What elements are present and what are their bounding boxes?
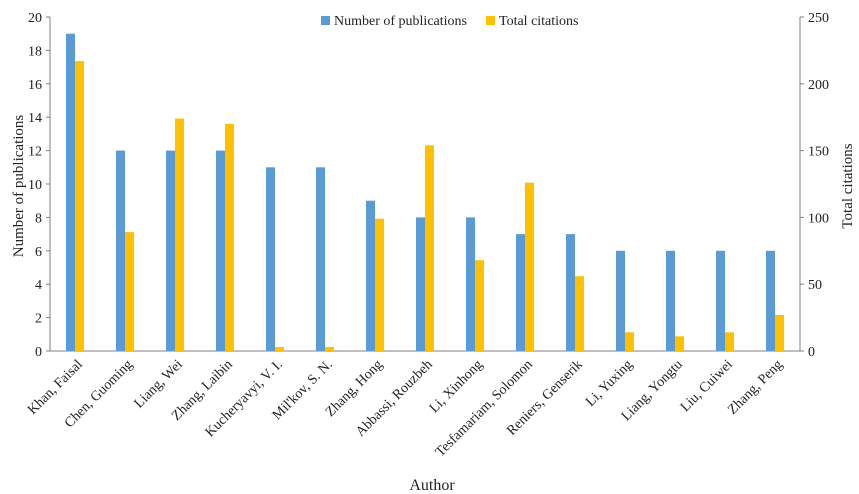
bar-publications (766, 250, 775, 351)
bars (66, 33, 784, 351)
y2-tick-label: 100 (808, 211, 829, 226)
bar-publications (566, 234, 575, 351)
y-tick-label: 2 (35, 312, 42, 327)
bar-publications (216, 150, 225, 351)
bar-citations (575, 276, 584, 351)
bar-publications (516, 234, 525, 351)
bar-citations (375, 218, 384, 351)
bar-citations (775, 314, 784, 351)
y2-tick-label: 0 (808, 345, 815, 360)
y-tick-label: 4 (35, 278, 42, 293)
y-tick-label: 20 (28, 11, 42, 26)
bar-publications (266, 167, 275, 351)
bar-publications (616, 250, 625, 351)
bar-publications (166, 150, 175, 351)
x-tick-label: Liang, Wei (132, 357, 186, 411)
bar-citations (125, 232, 134, 351)
y-tick-label: 6 (35, 245, 42, 260)
bar-publications (666, 250, 675, 351)
x-tick-label: Tesfamariam, Solomon (433, 357, 536, 460)
y-tick-label: 12 (28, 145, 42, 160)
y-tick-label: 10 (28, 178, 42, 193)
y2-tick-label: 50 (808, 278, 822, 293)
y2-tick-label: 200 (808, 78, 829, 93)
bar-citations (75, 61, 84, 351)
bar-citations (675, 336, 684, 351)
bar-citations (725, 332, 734, 351)
y-axis-title: Number of publications (11, 115, 27, 258)
y2-tick-label: 250 (808, 11, 829, 26)
bar-publications (416, 217, 425, 351)
legend-swatch-citations (486, 16, 495, 25)
bar-citations (425, 145, 434, 351)
y-tick-label: 0 (35, 345, 42, 360)
y-tick-label: 14 (28, 111, 42, 126)
legend: Number of publications Total citations (321, 14, 579, 29)
bar-citations (525, 182, 534, 351)
bar-citations (625, 332, 634, 351)
y-tick-label: 18 (28, 44, 42, 59)
bar-publications (716, 250, 725, 351)
bar-publications (366, 200, 375, 351)
bar-citations (175, 118, 184, 351)
bar-citations (325, 346, 334, 351)
legend-label-publications: Number of publications (334, 14, 467, 29)
y2-tick-label: 150 (808, 145, 829, 160)
bar-citations (225, 123, 234, 351)
x-axis-title: Author (409, 477, 455, 494)
y2-axis-title: Total citations (840, 143, 856, 228)
legend-swatch-publications (321, 16, 330, 25)
y-tick-label: 8 (35, 211, 42, 226)
bar-citations (275, 346, 284, 351)
legend-label-citations: Total citations (499, 14, 579, 29)
bar-publications (66, 33, 75, 351)
x-tick-label: Li, Yuxing (583, 357, 636, 410)
bar-publications (116, 150, 125, 351)
y-tick-label: 16 (28, 78, 42, 93)
bar-publications (466, 217, 475, 351)
bar-citations (475, 260, 484, 351)
bar-publications (316, 167, 325, 351)
